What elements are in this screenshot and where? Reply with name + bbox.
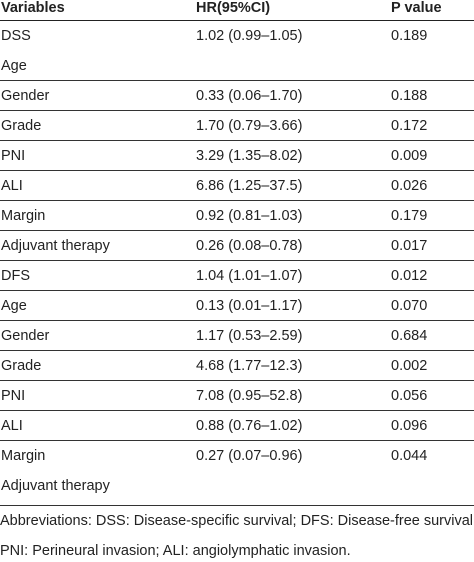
- variable-cell: PNI: [1, 148, 26, 164]
- footnote-abbreviations: Abbreviations: DSS: Disease-specific sur…: [0, 513, 474, 529]
- hr-cell: 0.26 (0.08–0.78): [196, 238, 303, 254]
- variable-cell: DFS: [1, 268, 30, 284]
- p-value-cell: 0.096: [391, 418, 428, 434]
- header-variables: Variables: [1, 0, 65, 16]
- variable-cell: Margin: [1, 448, 46, 464]
- table-row: Grade 1.70 (0.79–3.66) 0.172: [0, 111, 474, 141]
- variable-cell: Gender: [1, 88, 50, 104]
- footnote-definitions: PNI: Perineural invasion; ALI: angiolymp…: [0, 543, 351, 559]
- p-value-cell: 0.017: [391, 238, 428, 254]
- p-value-cell: 0.172: [391, 118, 428, 134]
- variable-cell: Gender: [1, 328, 50, 344]
- table-row: Margin 0.27 (0.07–0.96) 0.044: [0, 441, 474, 471]
- hr-cell: 1.17 (0.53–2.59): [196, 328, 303, 344]
- hr-cell: 0.88 (0.76–1.02): [196, 418, 303, 434]
- table-row: ALI 0.88 (0.76–1.02) 0.096: [0, 411, 474, 441]
- table-row: Age: [0, 51, 474, 81]
- table-row: Adjuvant therapy 0.26 (0.08–0.78) 0.017: [0, 231, 474, 261]
- p-value-cell: 0.684: [391, 328, 428, 344]
- variable-cell: Grade: [1, 358, 42, 374]
- table-row: Gender 1.17 (0.53–2.59) 0.684: [0, 321, 474, 351]
- table-row: Adjuvant therapy: [0, 471, 474, 501]
- header-hr-ci: HR(95%CI): [196, 0, 271, 16]
- hr-cell: 0.27 (0.07–0.96): [196, 448, 303, 464]
- variable-cell: Age: [1, 298, 27, 314]
- p-value-cell: 0.056: [391, 388, 428, 404]
- hr-cell: 0.13 (0.01–1.17): [196, 298, 303, 314]
- hr-cell: 1.02 (0.99–1.05): [196, 28, 303, 44]
- variable-cell: Grade: [1, 118, 42, 134]
- hr-cell: 1.70 (0.79–3.66): [196, 118, 303, 134]
- variable-cell: PNI: [1, 388, 26, 404]
- p-value-cell: 0.009: [391, 148, 428, 164]
- variable-cell: Adjuvant therapy: [1, 478, 110, 494]
- table-header-row: Variables HR(95%CI) P value: [0, 0, 474, 21]
- p-value-cell: 0.002: [391, 358, 428, 374]
- table-row: Margin 0.92 (0.81–1.03) 0.179: [0, 201, 474, 231]
- table-row: Age 0.13 (0.01–1.17) 0.070: [0, 291, 474, 321]
- variable-cell: Adjuvant therapy: [1, 238, 110, 254]
- results-table: Variables HR(95%CI) P value DSS 1.02 (0.…: [0, 0, 474, 501]
- hr-cell: 4.68 (1.77–12.3): [196, 358, 303, 374]
- p-value-cell: 0.179: [391, 208, 428, 224]
- table-row: PNI 3.29 (1.35–8.02) 0.009: [0, 141, 474, 171]
- hr-cell: 3.29 (1.35–8.02): [196, 148, 303, 164]
- hr-cell: 0.33 (0.06–1.70): [196, 88, 303, 104]
- header-p-value: P value: [391, 0, 442, 16]
- table-row: Grade 4.68 (1.77–12.3) 0.002: [0, 351, 474, 381]
- table-row: ALI 6.86 (1.25–37.5) 0.026: [0, 171, 474, 201]
- p-value-cell: 0.189: [391, 28, 428, 44]
- p-value-cell: 0.026: [391, 178, 428, 194]
- table-row: DFS 1.04 (1.01–1.07) 0.012: [0, 261, 474, 291]
- hr-cell: 1.04 (1.01–1.07): [196, 268, 303, 284]
- p-value-cell: 0.070: [391, 298, 428, 314]
- hr-cell: 0.92 (0.81–1.03): [196, 208, 303, 224]
- hr-cell: 6.86 (1.25–37.5): [196, 178, 303, 194]
- variable-cell: Margin: [1, 208, 46, 224]
- table-row: Gender 0.33 (0.06–1.70) 0.188: [0, 81, 474, 111]
- footnote-divider: [0, 505, 474, 506]
- table-row: DSS 1.02 (0.99–1.05) 0.189: [0, 21, 474, 51]
- p-value-cell: 0.012: [391, 268, 428, 284]
- p-value-cell: 0.188: [391, 88, 428, 104]
- hr-cell: 7.08 (0.95–52.8): [196, 388, 303, 404]
- variable-cell: DSS: [1, 28, 31, 44]
- variable-cell: Age: [1, 58, 27, 74]
- table-row: PNI 7.08 (0.95–52.8) 0.056: [0, 381, 474, 411]
- variable-cell: ALI: [1, 178, 23, 194]
- p-value-cell: 0.044: [391, 448, 428, 464]
- variable-cell: ALI: [1, 418, 23, 434]
